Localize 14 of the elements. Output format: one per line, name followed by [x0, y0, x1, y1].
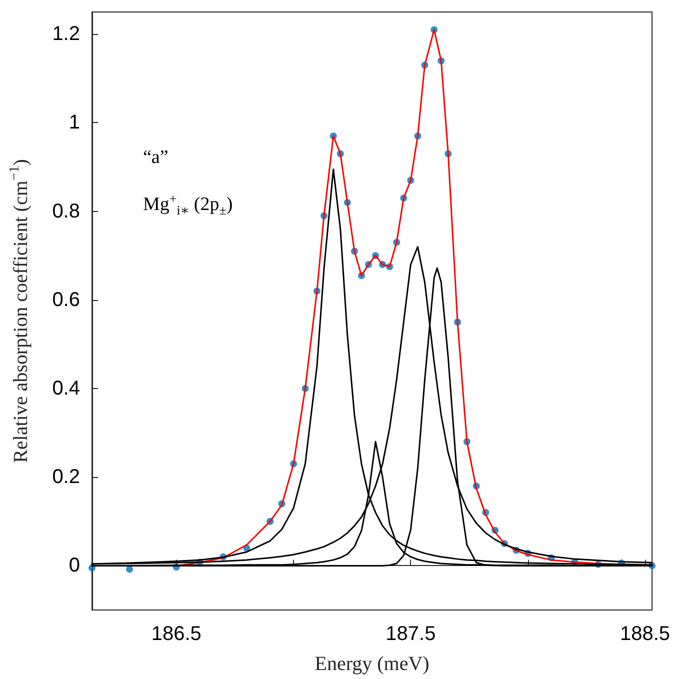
- annotation: Mg+i∗ (2p±): [143, 191, 233, 218]
- x-tick-label: 188.5: [620, 623, 670, 645]
- annotation: “a”: [143, 147, 168, 168]
- y-tick-label: 0.8: [52, 200, 80, 222]
- x-tick-label: 187.5: [386, 623, 436, 645]
- x-axis-title: Energy (meV): [314, 653, 430, 675]
- y-tick-label: 0: [68, 554, 80, 577]
- x-tick-label: 186.5: [151, 623, 202, 645]
- y-axis-title: Relative absorption coefficient (cm−1): [8, 159, 32, 463]
- y-tick-label: 1.2: [52, 23, 80, 46]
- y-tick-label: 0.4: [52, 378, 80, 400]
- y-tick-label: 0.6: [52, 288, 80, 311]
- y-tick-label: 1: [68, 112, 80, 134]
- y-tick-label: 0.2: [52, 466, 80, 488]
